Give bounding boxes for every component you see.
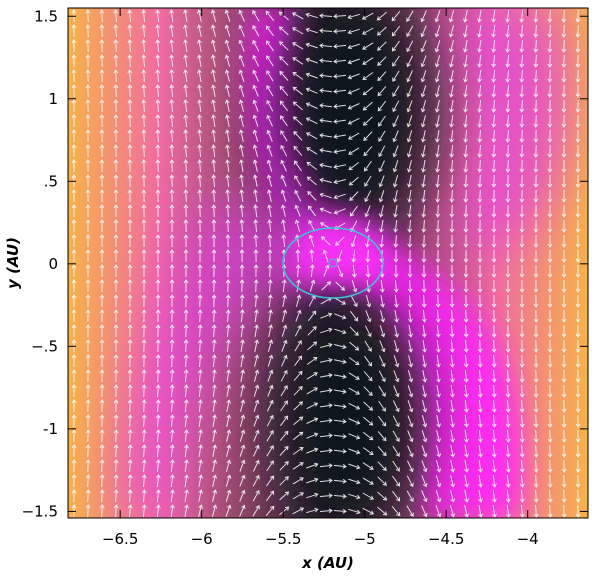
field-background	[68, 8, 588, 518]
x-tick-label: −6.5	[102, 530, 138, 548]
y-tick-label: 1.5	[34, 7, 58, 25]
x-tick-label: −5	[354, 530, 376, 548]
y-axis-label: y (AU)	[4, 237, 22, 289]
y-tick-label: -1	[43, 420, 58, 438]
plot-frame	[67, 7, 589, 519]
y-tick-label: −1.5	[22, 502, 58, 520]
x-tick-label: −4.5	[428, 530, 464, 548]
y-tick-label: .5	[44, 172, 58, 190]
y-tick-label: 1	[48, 90, 58, 108]
x-tick-label: −4	[517, 530, 539, 548]
y-tick-label: 0	[48, 255, 58, 273]
x-axis-label: x (AU)	[301, 554, 354, 572]
x-tick-label: −6	[191, 530, 213, 548]
y-tick-label: −.5	[31, 337, 58, 355]
x-tick-label: −5.5	[265, 530, 301, 548]
